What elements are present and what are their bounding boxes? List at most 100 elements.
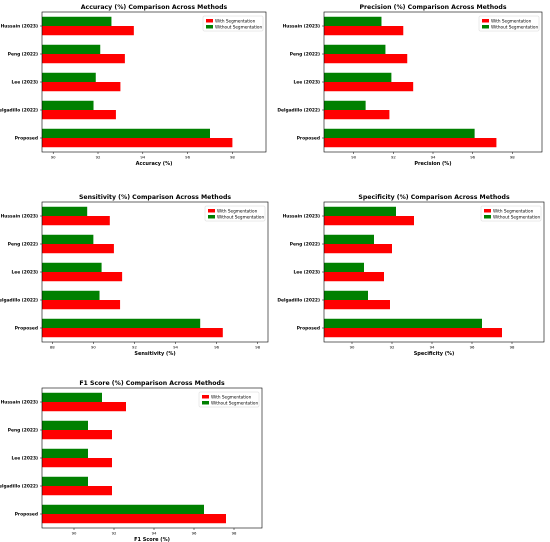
bar-with-segmentation xyxy=(42,300,121,310)
bar-without-segmentation xyxy=(324,206,396,216)
bar-without-segmentation xyxy=(42,420,88,430)
bar-without-segmentation xyxy=(42,234,94,244)
y-tick-label: Proposed xyxy=(297,136,320,142)
x-tick-label: 92 xyxy=(391,155,396,160)
legend-label-with: With Segmentation xyxy=(211,394,252,399)
legend-swatch-with xyxy=(202,395,209,399)
y-tick-label: Delgadillo (2022) xyxy=(0,484,38,490)
y-tick-label: Delgadillo (2022) xyxy=(277,298,320,304)
x-tick-label: 92 xyxy=(132,345,137,350)
legend-box xyxy=(198,391,260,408)
bar-with-segmentation xyxy=(324,328,502,338)
bar-with-segmentation xyxy=(42,402,126,412)
legend-swatch-without xyxy=(202,401,209,405)
y-tick-label: Delgadillo (2022) xyxy=(0,298,38,304)
bar-without-segmentation xyxy=(324,44,386,54)
chart-title: F1 Score (%) Comparison Across Methods xyxy=(79,380,225,387)
y-tick-label: Delgadillo (2022) xyxy=(277,108,320,114)
legend-swatch-with xyxy=(208,209,215,213)
bar-with-segmentation xyxy=(324,82,414,92)
x-tick-label: 94 xyxy=(152,531,157,536)
y-tick-label: Peng (2022) xyxy=(8,242,38,248)
plot-frame xyxy=(41,387,263,529)
plot-frame xyxy=(41,201,269,343)
y-tick-label: Hussain (2023) xyxy=(1,24,38,30)
x-tick-label: 88 xyxy=(50,345,55,350)
y-tick-label: Lee (2023) xyxy=(11,456,38,462)
legend-swatch-without xyxy=(208,215,215,219)
bar-with-segmentation xyxy=(42,110,116,120)
legend-label-with: With Segmentation xyxy=(493,208,534,213)
legend-label-without: Without Segmentation xyxy=(493,214,540,219)
legend-label-with: With Segmentation xyxy=(215,18,256,23)
bar-without-segmentation xyxy=(324,318,482,328)
bar-without-segmentation xyxy=(324,100,366,110)
bar-with-segmentation xyxy=(42,458,112,468)
bar-with-segmentation xyxy=(324,272,384,282)
bar-with-segmentation xyxy=(42,272,123,282)
x-tick-label: 90 xyxy=(72,531,77,536)
bar-without-segmentation xyxy=(42,100,94,110)
chart-title: Accuracy (%) Comparison Across Methods xyxy=(81,4,228,11)
bar-without-segmentation xyxy=(42,16,112,26)
y-tick-label: Lee (2023) xyxy=(11,80,38,86)
bar-without-segmentation xyxy=(42,392,102,402)
y-tick-label: Peng (2022) xyxy=(8,428,38,434)
y-tick-label: Peng (2022) xyxy=(290,52,320,58)
x-axis-label: Specificity (%) xyxy=(414,351,455,357)
legend-box xyxy=(480,205,542,222)
x-tick-label: 96 xyxy=(470,345,475,350)
bar-without-segmentation xyxy=(42,44,101,54)
chart-title: Precision (%) Comparison Across Methods xyxy=(359,4,506,11)
x-tick-label: 90 xyxy=(91,345,96,350)
legend-swatch-with xyxy=(482,19,489,23)
x-tick-label: 94 xyxy=(173,345,178,350)
y-tick-label: Hussain (2023) xyxy=(1,214,38,220)
y-tick-label: Proposed xyxy=(297,326,320,332)
x-tick-label: 96 xyxy=(185,155,190,160)
legend-box xyxy=(204,205,266,222)
x-tick-label: 96 xyxy=(470,155,475,160)
legend-swatch-without xyxy=(206,25,213,29)
bar-with-segmentation xyxy=(42,486,112,496)
x-tick-label: 94 xyxy=(431,155,436,160)
x-tick-label: 92 xyxy=(390,345,395,350)
x-tick-label: 96 xyxy=(192,531,197,536)
y-tick-label: Hussain (2023) xyxy=(283,24,320,30)
bar-without-segmentation xyxy=(324,16,382,26)
bar-without-segmentation xyxy=(42,206,88,216)
x-tick-label: 94 xyxy=(430,345,435,350)
legend-box xyxy=(202,15,264,32)
x-tick-label: 92 xyxy=(96,155,101,160)
x-tick-label: 90 xyxy=(351,155,356,160)
bar-without-segmentation xyxy=(42,476,88,486)
chart-title: Specificity (%) Comparison Across Method… xyxy=(358,194,510,201)
legend-box xyxy=(478,15,540,32)
bar-with-segmentation xyxy=(42,514,226,524)
bar-with-segmentation xyxy=(42,430,112,440)
chart-title: Sensitivity (%) Comparison Across Method… xyxy=(79,194,231,201)
bar-without-segmentation xyxy=(324,234,374,244)
bar-without-segmentation xyxy=(42,504,204,514)
x-tick-label: 98 xyxy=(510,155,515,160)
bar-with-segmentation xyxy=(42,82,121,92)
y-tick-label: Lee (2023) xyxy=(293,80,320,86)
bar-without-segmentation xyxy=(42,72,96,82)
y-tick-label: Peng (2022) xyxy=(8,52,38,58)
legend-label-without: Without Segmentation xyxy=(491,24,538,29)
x-tick-label: 90 xyxy=(51,155,56,160)
y-tick-label: Hussain (2023) xyxy=(1,400,38,406)
x-axis-label: Sensitivity (%) xyxy=(134,351,175,357)
y-tick-label: Peng (2022) xyxy=(290,242,320,248)
y-tick-label: Proposed xyxy=(15,136,38,142)
legend-label-with: With Segmentation xyxy=(217,208,258,213)
bar-with-segmentation xyxy=(324,244,392,254)
x-axis-label: Accuracy (%) xyxy=(136,161,173,167)
x-tick-label: 90 xyxy=(350,345,355,350)
legend-label-without: Without Segmentation xyxy=(215,24,262,29)
